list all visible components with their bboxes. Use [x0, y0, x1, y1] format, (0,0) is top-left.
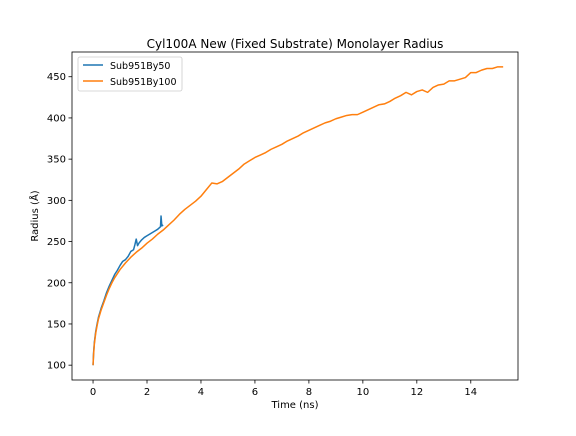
legend-label-sub951by100: Sub951By100 [110, 77, 177, 88]
y-axis-label: Radius (Å) [28, 190, 41, 241]
y-tick-label: 350 [47, 155, 66, 166]
y-tick-label: 300 [47, 196, 66, 207]
y-tick-label: 200 [47, 278, 66, 289]
x-tick-label: 10 [356, 387, 369, 398]
legend-label-sub951by50: Sub951By50 [110, 61, 170, 72]
x-tick-label: 8 [306, 387, 312, 398]
y-tick-label: 150 [47, 319, 66, 330]
x-tick-label: 6 [252, 387, 258, 398]
y-tick-label: 450 [47, 72, 66, 83]
y-tick-label: 100 [47, 361, 66, 372]
x-tick-label: 12 [410, 387, 423, 398]
y-axis-ticks: 100 150 200 250 300 350 400 450 [47, 72, 72, 372]
x-tick-label: 14 [464, 387, 477, 398]
x-axis-label: Time (ns) [270, 400, 318, 411]
x-axis-ticks: 0 2 4 6 8 10 12 14 [90, 380, 477, 398]
legend-box [77, 56, 183, 92]
y-tick-label: 250 [47, 237, 66, 248]
chart-title: Cyl100A New (Fixed Substrate) Monolayer … [147, 37, 444, 51]
y-tick-label: 400 [47, 113, 66, 124]
x-tick-label: 2 [144, 387, 150, 398]
plot-series [92, 66, 504, 366]
plot-frame [71, 51, 519, 381]
legend: Sub951By50 Sub951By100 [77, 56, 183, 92]
x-tick-label: 4 [198, 387, 204, 398]
series-line-sub951by100 [92, 66, 504, 366]
x-tick-label: 0 [90, 387, 96, 398]
